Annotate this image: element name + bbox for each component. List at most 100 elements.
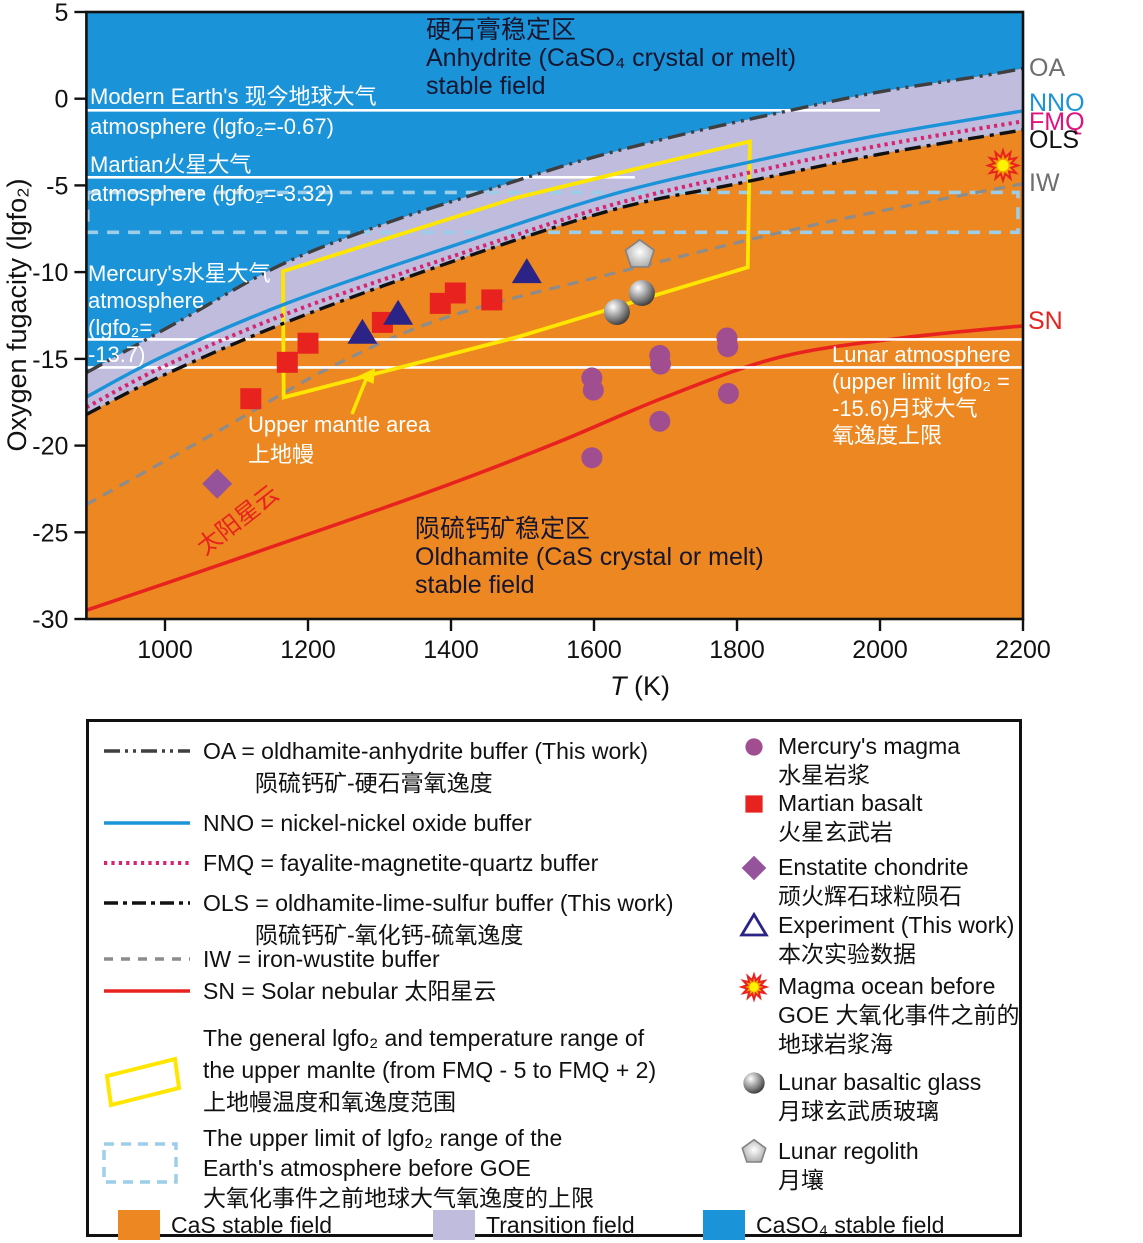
legend-ols-row0: OLS = oldhamite-lime-sulfur buffer (This… <box>203 890 674 916</box>
legend-lunar-regolith-row1: 月壤 <box>778 1167 824 1193</box>
legend-sn-row0: SN = Solar nebular 太阳星云 <box>203 978 497 1004</box>
circle-marker <box>745 738 763 756</box>
diamond-marker <box>202 468 233 499</box>
upper-mantle-arrow <box>350 368 376 415</box>
legend-magma-ocean-marker <box>738 971 770 1003</box>
legend-lunar-regolith-row0: Lunar regolith <box>778 1138 919 1164</box>
square-marker <box>276 351 298 373</box>
sun-marker <box>984 147 1022 184</box>
legend-goe-range-row2: 大氧化事件之前地球大气氧逸度的上限 <box>203 1185 594 1211</box>
nno-line-sample <box>104 821 190 825</box>
legend-mercury-magma-marker <box>745 738 763 756</box>
upper-mantle-range-polygon <box>281 138 752 400</box>
series-magma-ocean-before-goe <box>984 147 1022 184</box>
legend-magma-ocean-row1: GOE 大氧化事件之前的 <box>778 1002 1020 1028</box>
svg-text:2200: 2200 <box>995 636 1051 664</box>
swatch-caso4-field <box>703 1210 745 1240</box>
swatch-cas-field <box>118 1210 160 1240</box>
square-marker <box>444 282 466 304</box>
legend-experiment-row1: 本次实验数据 <box>778 941 916 967</box>
svg-text:T (K): T (K) <box>610 671 670 701</box>
legend-magma-ocean-row2: 地球岩浆海 <box>778 1031 893 1057</box>
svg-text:Oldhamite (CaS crystal or melt: Oldhamite (CaS crystal or melt) <box>415 543 764 571</box>
svg-text:1600: 1600 <box>566 636 622 664</box>
svg-text:0: 0 <box>54 86 68 114</box>
legend-mercury-magma-row0: Mercury's magma <box>778 733 961 759</box>
square-marker <box>745 795 763 813</box>
svg-text:1400: 1400 <box>423 636 479 664</box>
swatch-transition-field <box>433 1210 475 1240</box>
legend-cas-field-label: CaS stable field <box>171 1212 333 1238</box>
upper-mantle-label: Upper mantle area 上地幔 <box>248 412 431 467</box>
svg-text:-5: -5 <box>46 172 68 200</box>
legend-enstatite-chondrite-marker <box>741 855 767 881</box>
legend-enstatite-chondrite-row1: 顽火辉石球粒陨石 <box>778 883 962 909</box>
square-marker <box>481 289 503 311</box>
legend-experiment-row0: Experiment (This work) <box>778 912 1015 938</box>
svg-text:(lgfo₂=: (lgfo₂= <box>88 315 152 340</box>
circle-marker <box>650 353 671 375</box>
svg-text:Lunar atmosphere: Lunar atmosphere <box>832 342 1011 367</box>
curve-label-iw: IW <box>1029 169 1060 197</box>
legend-magma-ocean-row0: Magma ocean before <box>778 973 996 999</box>
sphere-marker <box>628 280 655 306</box>
legend-lunar-glass-marker <box>743 1072 765 1094</box>
mantle-range-sample <box>104 1056 182 1108</box>
series-mercury-s-magma <box>581 327 739 469</box>
svg-text:1000: 1000 <box>137 636 193 664</box>
iw-line-sample <box>104 957 190 961</box>
circle-marker <box>717 336 739 358</box>
legend-martian-basalt-row1: 火星玄武岩 <box>778 819 893 845</box>
curve-label-sn: SN <box>1028 307 1063 335</box>
svg-text:-10: -10 <box>32 259 68 287</box>
legend-transition-field-label: Transition field <box>486 1212 635 1238</box>
svg-text:2000: 2000 <box>852 636 908 664</box>
legend-martian-basalt-row0: Martian basalt <box>778 790 923 816</box>
curve-label-nno: NNO <box>1029 89 1085 117</box>
pentagon-marker <box>624 238 656 268</box>
goe-upper-limit-box <box>86 190 1020 235</box>
ols-line-sample <box>104 901 190 905</box>
pentagon-marker <box>741 1138 767 1163</box>
legend-goe-range-row0: The upper limit of lgfo₂ range of the <box>203 1125 563 1151</box>
series-enstatite-chondrite <box>202 468 233 499</box>
legend-mantle-range-row0: The general lgfo₂ and temperature range … <box>203 1025 645 1051</box>
triangle-marker <box>347 318 378 344</box>
fmq-buffer-curve <box>86 119 1023 410</box>
svg-text:Martian火星大气: Martian火星大气 <box>90 152 251 177</box>
oa-line-sample <box>104 749 190 753</box>
svg-text:1800: 1800 <box>709 636 765 664</box>
svg-text:atmosphere (lgfo₂=-3.32): atmosphere (lgfo₂=-3.32) <box>90 181 334 206</box>
legend-fmq-row0: FMQ = fayalite-magnetite-quartz buffer <box>203 850 599 876</box>
svg-text:1200: 1200 <box>280 636 336 664</box>
svg-text:上地幔: 上地幔 <box>248 442 314 467</box>
y-axis: 5 0 -5 -10 -15 -20 -25 -30 Oxygen fugacity (lgfo… <box>2 0 87 634</box>
svg-text:-25: -25 <box>32 519 68 547</box>
legend-experiment-marker <box>739 911 769 937</box>
circle-marker <box>582 379 604 401</box>
fmq-line-sample <box>104 861 190 865</box>
legend-mercury-magma-row1: 水星岩浆 <box>778 762 870 788</box>
legend-mantle-range-row1: the upper manlte (from FMQ - 5 to FMQ + … <box>203 1057 657 1083</box>
circle-marker <box>581 447 603 469</box>
legend-oa-row1: 陨硫钙矿-硬石膏氧逸度 <box>255 770 493 796</box>
svg-text:Anhydrite (CaSO₄ crystal or me: Anhydrite (CaSO₄ crystal or melt) <box>426 44 796 72</box>
svg-text:atmosphere: atmosphere <box>88 288 204 313</box>
legend-mantle-range-row2: 上地幔温度和氧逸度范围 <box>203 1089 456 1115</box>
svg-text:Upper mantle area: Upper mantle area <box>248 412 431 437</box>
legend-lunar-glass-row0: Lunar basaltic glass <box>778 1069 982 1095</box>
iw-buffer-curve <box>86 182 1023 506</box>
svg-text:stable field: stable field <box>415 571 535 599</box>
square-marker <box>297 332 319 354</box>
svg-text:-30: -30 <box>32 606 68 634</box>
legend-goe-range-row1: Earth's atmosphere before GOE <box>203 1155 531 1181</box>
svg-text:-13.7): -13.7) <box>88 342 145 367</box>
series-experiment-this-work- <box>347 258 542 344</box>
svg-text:-20: -20 <box>32 433 68 461</box>
goe-range-sample <box>102 1142 178 1184</box>
